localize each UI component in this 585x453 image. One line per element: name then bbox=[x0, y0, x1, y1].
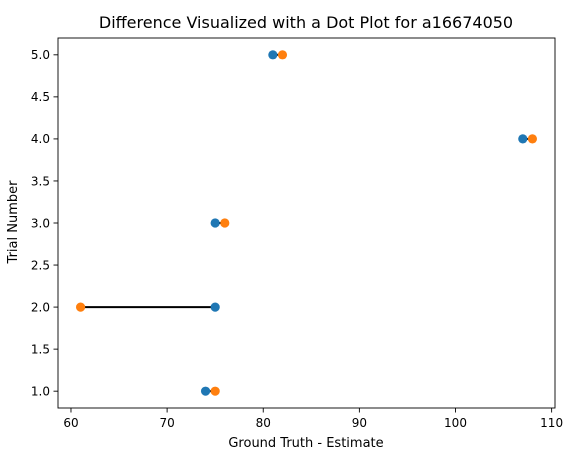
data-point-series-2 bbox=[277, 50, 288, 60]
data-point-series-2 bbox=[220, 218, 230, 228]
x-tick-label: 80 bbox=[256, 416, 271, 430]
data-point-series-1 bbox=[210, 302, 220, 312]
data-point-series-2 bbox=[210, 386, 220, 396]
y-tick-label: 5.0 bbox=[31, 48, 50, 62]
chart-title: Difference Visualized with a Dot Plot fo… bbox=[99, 13, 513, 32]
x-tick-label: 100 bbox=[444, 416, 467, 430]
y-tick-label: 4.5 bbox=[31, 90, 50, 104]
y-axis: 1.0 1.5 2.0 2.5 3.0 3.5 4.0 4.5 5.0 bbox=[31, 48, 58, 398]
data-point-series-1 bbox=[200, 386, 211, 396]
y-tick-label: 2.0 bbox=[31, 300, 50, 314]
data-point-series-1 bbox=[518, 134, 528, 144]
data-point-series-1 bbox=[268, 50, 278, 60]
y-tick-label: 1.5 bbox=[31, 342, 50, 356]
x-tick-label: 60 bbox=[63, 416, 78, 430]
data-point-series-2 bbox=[527, 134, 538, 144]
y-tick-label: 3.0 bbox=[31, 216, 50, 230]
data-point-series-2 bbox=[75, 302, 86, 312]
x-tick-label: 110 bbox=[540, 416, 563, 430]
data-points bbox=[75, 50, 538, 396]
y-tick-label: 3.5 bbox=[31, 174, 50, 188]
x-axis-label: Ground Truth - Estimate bbox=[228, 436, 383, 451]
data-point-series-1 bbox=[210, 218, 220, 228]
y-tick-label: 1.0 bbox=[31, 384, 50, 398]
x-axis: 60 70 80 90 100 110 bbox=[63, 408, 563, 430]
x-tick-label: 70 bbox=[159, 416, 174, 430]
y-tick-label: 4.0 bbox=[31, 132, 50, 146]
x-tick-label: 90 bbox=[352, 416, 367, 430]
y-axis-label: Trial Number bbox=[6, 180, 21, 265]
y-tick-label: 2.5 bbox=[31, 258, 50, 272]
